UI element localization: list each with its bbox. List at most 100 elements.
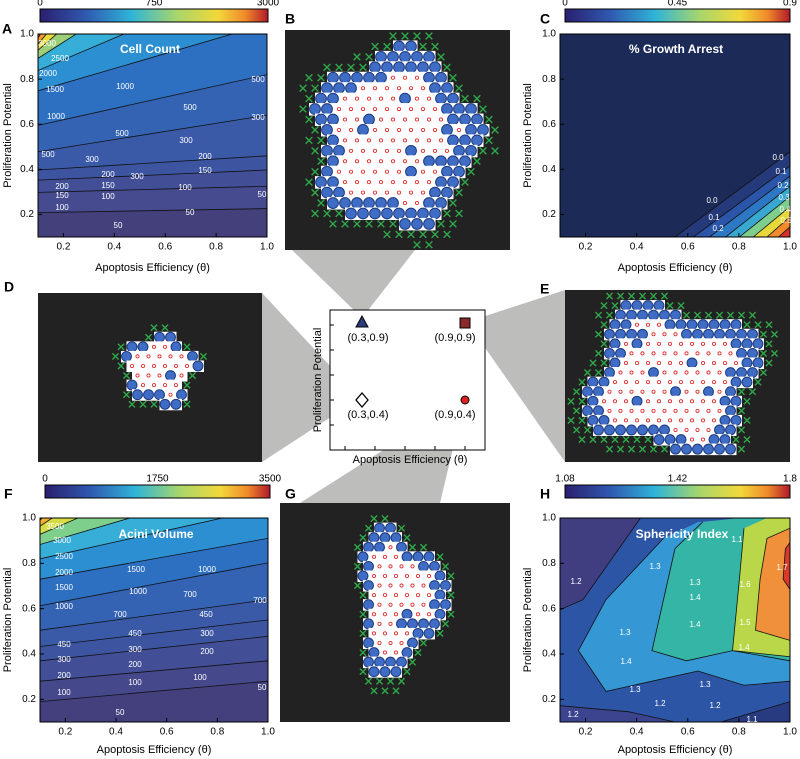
- cell: [653, 300, 665, 312]
- lumen: [637, 347, 649, 360]
- lumen: [708, 338, 720, 350]
- contour-label: 1.3: [619, 628, 631, 637]
- y-tick-label: 0.6: [22, 603, 36, 614]
- lumen: [379, 608, 391, 621]
- connector: [292, 250, 415, 318]
- lumen: [609, 414, 621, 427]
- lumen: [423, 570, 435, 582]
- cell: [327, 92, 339, 105]
- contour-label: 1500: [55, 583, 73, 592]
- marker-x: [364, 677, 373, 685]
- marker-x: [443, 209, 451, 218]
- cell: [681, 328, 692, 340]
- lumen: [170, 379, 182, 392]
- lumen: [407, 560, 419, 573]
- lumen: [637, 367, 649, 379]
- y-tick-label: 0.6: [20, 119, 34, 130]
- lumen: [339, 92, 352, 106]
- contour-band: [560, 705, 675, 722]
- lumen-dot: [414, 117, 419, 122]
- lumen-dot: [151, 383, 156, 388]
- cell: [321, 165, 333, 178]
- lumen: [333, 165, 346, 179]
- lumen: [369, 82, 382, 95]
- contour-line: [40, 538, 268, 580]
- lumen: [441, 144, 454, 158]
- marker-x: [682, 311, 691, 319]
- lumen: [165, 389, 177, 401]
- lumen-dot: [701, 341, 706, 346]
- contour-line: [38, 185, 267, 193]
- cell: [670, 309, 681, 321]
- marker-x: [600, 301, 608, 310]
- lumen-dot: [382, 631, 387, 636]
- lumen: [132, 350, 144, 363]
- y-tick-label: 0.2: [542, 694, 556, 705]
- marker-x: [311, 84, 319, 93]
- lumen: [381, 144, 394, 158]
- cell: [752, 338, 764, 350]
- x-axis-label: Apoptosis Efficiency (θ): [618, 262, 733, 274]
- cell: [609, 338, 621, 350]
- contour-label: 2500: [51, 54, 69, 63]
- x-tick-label: 0.8: [732, 242, 746, 253]
- lumen: [148, 341, 160, 353]
- lumen-dot: [701, 399, 706, 404]
- contour-line: [38, 155, 267, 171]
- marker-x: [485, 115, 493, 124]
- marker-x: [323, 63, 331, 72]
- lumen: [714, 367, 726, 379]
- lumen-dot: [629, 408, 634, 413]
- marker-x: [578, 397, 586, 405]
- cell: [390, 532, 402, 544]
- cell: [407, 618, 418, 630]
- lumen: [648, 328, 660, 341]
- lumen: [423, 176, 436, 189]
- lumen-dot: [651, 351, 656, 356]
- marker-x: [660, 445, 669, 453]
- lumen: [407, 599, 419, 611]
- cell: [321, 103, 333, 115]
- contour-label: 200: [55, 182, 69, 191]
- contour-label: 100: [57, 688, 71, 697]
- lumen-dot: [393, 593, 398, 598]
- cell: [379, 666, 391, 678]
- lumen: [686, 376, 698, 389]
- lumen: [411, 71, 424, 85]
- lumen-dot: [717, 408, 722, 413]
- lumen-dot: [651, 408, 656, 413]
- lumen: [642, 357, 654, 369]
- lumen-dot: [679, 341, 684, 346]
- lumen: [411, 113, 424, 127]
- cells: [299, 32, 499, 249]
- marker-x: [594, 311, 603, 319]
- contour-label: 0.2: [777, 181, 789, 190]
- lumen: [653, 319, 665, 331]
- cell: [429, 599, 440, 611]
- lumen-dot: [690, 418, 695, 423]
- lumen-dot: [366, 138, 371, 143]
- lumen: [631, 357, 643, 369]
- lumen: [345, 186, 358, 200]
- lumen-dot: [378, 180, 383, 185]
- lumen: [637, 405, 649, 417]
- lumen-dot: [377, 583, 382, 588]
- cell: [327, 71, 339, 84]
- lumen-dot: [712, 380, 717, 385]
- contour-label: 150: [198, 166, 212, 175]
- lumen-dot: [360, 190, 365, 195]
- cell: [435, 71, 447, 84]
- lumen: [423, 113, 436, 127]
- marker-x: [737, 311, 746, 319]
- contour-label: 150: [55, 191, 69, 200]
- lumen-dot: [414, 180, 419, 185]
- cell: [447, 92, 459, 105]
- cell: [719, 434, 731, 445]
- lumen: [381, 165, 394, 179]
- lumen-dot: [366, 159, 371, 164]
- cell: [396, 618, 407, 630]
- lumen-dot: [354, 96, 359, 101]
- contour-label: 1.3: [689, 578, 701, 587]
- contour-line: [752, 206, 790, 237]
